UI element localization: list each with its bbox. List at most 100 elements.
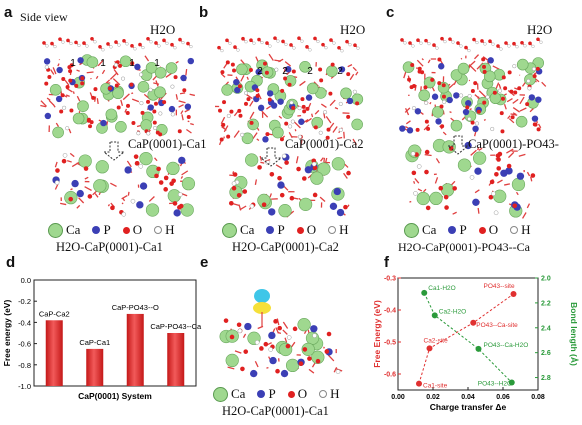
o-atom bbox=[343, 204, 348, 210]
h-atom bbox=[149, 40, 153, 44]
h-atom bbox=[181, 40, 185, 45]
ca-atom bbox=[450, 119, 463, 132]
h-atom bbox=[109, 45, 113, 49]
o-atom bbox=[503, 86, 508, 91]
down-arrow-icon bbox=[102, 141, 126, 161]
o-atom bbox=[118, 63, 123, 68]
o-atom bbox=[302, 176, 307, 181]
y-tick-label: -1.0 bbox=[18, 382, 31, 391]
ca-atom bbox=[432, 106, 444, 118]
ca-atom bbox=[418, 89, 431, 102]
o-atom bbox=[90, 36, 94, 41]
site-mark: 2 bbox=[337, 66, 343, 77]
slab bbox=[399, 54, 547, 137]
p-atom bbox=[139, 182, 148, 190]
h-atom bbox=[173, 46, 177, 50]
o-atom bbox=[60, 93, 65, 98]
bar bbox=[86, 348, 104, 386]
o-atom bbox=[69, 108, 74, 113]
bond-length-point-label: PO43--Ca-H2O bbox=[484, 342, 529, 349]
o-atom bbox=[186, 41, 190, 46]
ca-atom bbox=[165, 62, 178, 74]
site-mark: 2 bbox=[257, 66, 263, 77]
o-atom bbox=[501, 96, 506, 101]
p-atom bbox=[285, 66, 292, 73]
o-atom bbox=[67, 65, 72, 70]
legend-ca: Ca bbox=[66, 222, 81, 237]
o-atom bbox=[61, 77, 66, 82]
h-atom bbox=[158, 111, 163, 116]
h-atom bbox=[459, 93, 464, 98]
h-dot-icon bbox=[510, 226, 519, 234]
o-atom bbox=[237, 84, 242, 89]
h-atom bbox=[512, 64, 517, 69]
o-atom bbox=[238, 113, 243, 118]
o-atom bbox=[129, 82, 134, 87]
free-energy-bar-chart: 0.0 -0.2 -0.4 -0.6 -0.8 -1.0 CaP-Ca2 CaP-Ca1 CaP… bbox=[2, 276, 202, 401]
ca-atom bbox=[416, 191, 430, 206]
o-atom bbox=[248, 67, 253, 72]
h-atom bbox=[93, 40, 97, 44]
o-atom bbox=[269, 171, 275, 177]
o-atom bbox=[482, 69, 487, 74]
o-atom bbox=[80, 81, 85, 86]
h-atom bbox=[312, 333, 317, 338]
cluster bbox=[228, 153, 351, 218]
ca-atom bbox=[245, 153, 259, 167]
panel-f-label: f bbox=[384, 254, 389, 271]
o-atom bbox=[182, 88, 187, 93]
h-atom bbox=[523, 44, 527, 48]
o-atom bbox=[236, 322, 242, 328]
charge-accumulation-lobe bbox=[253, 302, 271, 314]
y-right-tick-label: 2.4 bbox=[541, 325, 551, 332]
o-atom bbox=[452, 186, 457, 191]
ca-atom bbox=[180, 203, 194, 217]
o-atom bbox=[237, 108, 242, 113]
p-atom bbox=[500, 169, 508, 177]
o-atom bbox=[86, 118, 91, 123]
ca-atom bbox=[154, 86, 166, 98]
o-dot-icon bbox=[296, 226, 304, 234]
p-atom bbox=[528, 94, 536, 101]
p-atom bbox=[516, 172, 525, 180]
h-atom bbox=[308, 48, 312, 52]
o-atom bbox=[312, 165, 318, 171]
p-atom bbox=[531, 115, 539, 122]
o-atom bbox=[74, 40, 78, 45]
p-atom bbox=[487, 57, 494, 64]
h-atom bbox=[146, 131, 151, 136]
h-atom bbox=[297, 134, 302, 139]
h-atom bbox=[220, 49, 224, 53]
p-atom bbox=[336, 208, 345, 217]
ca-atom bbox=[457, 62, 470, 75]
h-atom bbox=[410, 151, 416, 157]
o-atom bbox=[134, 161, 140, 166]
ca-dot-icon bbox=[213, 386, 228, 402]
h-atom bbox=[451, 40, 455, 44]
o-atom bbox=[410, 63, 415, 68]
ca-atom bbox=[305, 331, 320, 345]
h-atom bbox=[318, 130, 323, 135]
o-atom bbox=[154, 41, 158, 45]
bond-length-point-label: Ca1-H2O bbox=[428, 285, 455, 292]
ca-atom bbox=[472, 151, 487, 165]
o-atom bbox=[325, 135, 330, 140]
h-atom bbox=[490, 126, 495, 132]
h-atom bbox=[65, 126, 70, 131]
p-atom bbox=[438, 63, 445, 70]
o-atom bbox=[178, 203, 184, 209]
water-layer bbox=[400, 36, 543, 53]
plot-frame bbox=[33, 279, 197, 387]
ca-atom bbox=[278, 342, 293, 357]
legend-o: O bbox=[488, 222, 499, 237]
o-atom bbox=[58, 37, 62, 41]
bar bbox=[45, 320, 63, 386]
h-atom bbox=[413, 191, 418, 196]
h-atom bbox=[69, 41, 73, 46]
o-atom bbox=[326, 331, 332, 337]
h-atom bbox=[130, 198, 136, 204]
o-atom bbox=[223, 318, 229, 323]
o-atom bbox=[346, 72, 351, 77]
legend-h: H bbox=[521, 222, 531, 237]
o-atom bbox=[110, 205, 115, 211]
